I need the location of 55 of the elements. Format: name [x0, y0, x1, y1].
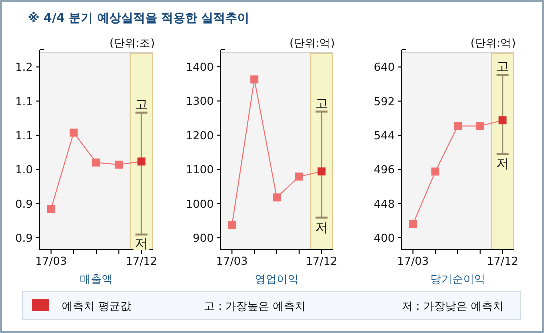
text: 고 : 가장높은 예측치 [204, 300, 306, 313]
annotation: 저 [135, 237, 148, 252]
text: ※ 4/4 분기 예상실적을 적용한 실적추이 [28, 11, 250, 25]
x-axis-title: 영업이익 [255, 273, 299, 286]
chart-subtitle: (단위:조) [110, 37, 155, 50]
annotation: 저 [496, 156, 510, 172]
text: 예측치 평균값 [62, 300, 132, 313]
y-tick-label: 1.2 [16, 61, 33, 74]
y-tick-label: 1300 [186, 95, 214, 108]
x-tick-label: 17/03 [216, 255, 248, 268]
y-tick-label: 1400 [186, 61, 214, 74]
annotation: 고 [496, 60, 510, 76]
y-tick-label: 400 [374, 232, 395, 245]
point [138, 158, 146, 166]
y-tick-label: 1100 [186, 164, 214, 177]
y-tick-label: 1200 [186, 129, 214, 142]
annotation: 고 [135, 98, 148, 113]
annotation: 저 [315, 220, 328, 236]
point [432, 168, 440, 176]
chart-subtitle: (단위:억) [470, 37, 516, 50]
x-tick-label: 17/12 [486, 255, 519, 268]
x-tick-label: 17/03 [397, 255, 430, 268]
point [228, 221, 236, 230]
y-tick-label: 1000 [186, 198, 214, 211]
y-tick-label: 0.9 [16, 198, 33, 211]
y-tick-label: 0.9 [16, 232, 33, 245]
point [318, 168, 326, 176]
chart-subtitle: (단위:억) [290, 37, 335, 50]
point [47, 205, 56, 214]
point [295, 172, 304, 181]
point [115, 160, 124, 169]
x-tick-label: 17/12 [126, 255, 158, 268]
x-tick-label: 17/12 [306, 255, 338, 268]
y-tick-label: 1.1 [16, 129, 33, 142]
point [250, 76, 259, 84]
y-tick-label: 1.0 [16, 164, 33, 177]
point [498, 116, 507, 125]
y-tick-label: 448 [374, 198, 395, 211]
x-axis-title: 매출액 [80, 273, 113, 286]
y-tick-label: 592 [374, 95, 395, 108]
y-tick-label: 640 [374, 61, 395, 74]
annotation: 고 [315, 96, 328, 112]
y-tick-label: 544 [374, 130, 395, 142]
point [92, 158, 100, 167]
text: 저 : 가장낮은 예측치 [402, 300, 504, 313]
x-axis-title: 당기순이익 [430, 273, 486, 286]
point [409, 220, 418, 228]
x-tick-label: 17/03 [35, 255, 68, 268]
point [273, 194, 281, 202]
point [70, 128, 78, 137]
point [454, 122, 462, 130]
y-tick-label: 900 [193, 232, 214, 246]
y-tick-label: 1.1 [16, 95, 33, 108]
point [476, 122, 484, 130]
y-tick-label: 496 [374, 164, 395, 177]
